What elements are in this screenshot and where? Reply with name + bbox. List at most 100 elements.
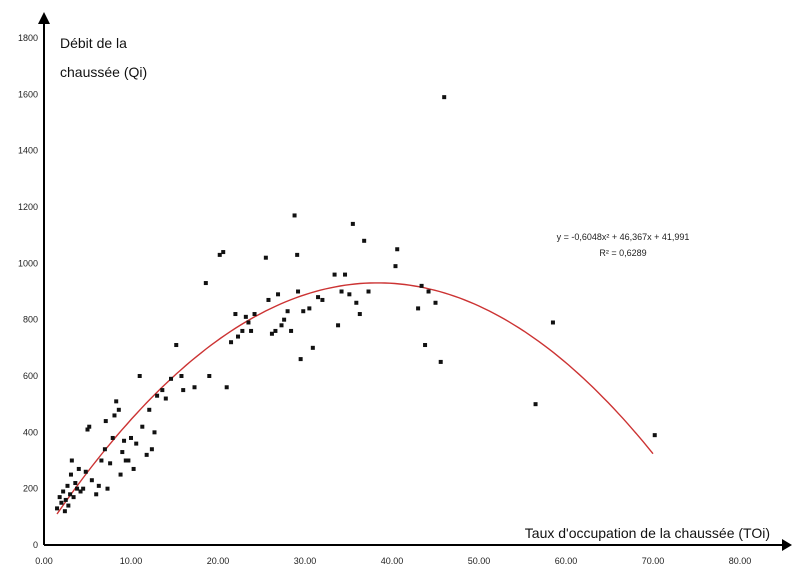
data-point (298, 357, 303, 362)
data-point (292, 213, 297, 218)
data-point (416, 306, 421, 311)
data-point (78, 489, 83, 494)
data-point (137, 374, 142, 378)
data-point (94, 492, 99, 497)
data-point (652, 433, 657, 438)
x-tick-label: 40.00 (381, 556, 404, 566)
data-point (347, 292, 352, 297)
data-point (207, 374, 212, 378)
x-tick-label: 60.00 (555, 556, 578, 566)
data-point (438, 359, 443, 364)
data-point (105, 486, 110, 491)
data-point (350, 221, 355, 226)
data-point (336, 323, 341, 328)
data-point (169, 376, 174, 381)
data-point (129, 435, 133, 440)
trendline-r-squared: R² = 0,6289 (599, 248, 646, 258)
data-point (155, 393, 160, 398)
data-point (69, 458, 74, 463)
data-point (285, 309, 290, 314)
x-tick-label: 50.00 (468, 556, 491, 566)
data-point (59, 500, 64, 505)
data-point (276, 292, 281, 297)
data-point (68, 492, 73, 497)
data-point (179, 374, 184, 378)
data-point (307, 306, 312, 311)
data-point (419, 283, 424, 288)
data-point (252, 312, 257, 317)
data-point (85, 427, 90, 432)
y-tick-label: 1800 (18, 33, 38, 43)
x-tick-label: 80.00 (729, 556, 752, 566)
data-point (57, 495, 62, 500)
data-point (339, 289, 344, 294)
data-point (279, 323, 284, 328)
data-point (120, 450, 125, 455)
data-point (550, 320, 555, 325)
data-point (316, 295, 321, 300)
data-point (533, 402, 538, 407)
data-point (65, 483, 70, 488)
data-point (61, 489, 66, 494)
data-point (301, 309, 306, 314)
data-point (152, 430, 157, 435)
data-point (362, 238, 367, 243)
data-point (75, 486, 80, 491)
data-point (243, 314, 248, 319)
x-tick-label: 30.00 (294, 556, 317, 566)
data-point (246, 320, 251, 325)
data-point (123, 458, 128, 463)
data-point (240, 328, 245, 333)
x-axis-title: Taux d'occupation de la chaussée (TOi) (525, 525, 770, 541)
data-point (83, 469, 88, 474)
x-tick-label: 70.00 (642, 556, 665, 566)
y-tick-label: 1000 (18, 258, 38, 268)
y-axis-title-line-2: chaussée (Qi) (60, 64, 147, 80)
data-point (263, 255, 268, 260)
data-point (103, 419, 108, 424)
y-tick-label: 1200 (18, 202, 38, 212)
data-point (393, 264, 398, 269)
data-points (55, 95, 657, 514)
data-point (131, 466, 136, 471)
data-point (229, 340, 234, 345)
data-point (442, 95, 447, 100)
axes (38, 12, 792, 551)
data-point (174, 343, 179, 348)
x-axis-arrow (782, 539, 792, 551)
data-point (236, 334, 241, 339)
data-point (221, 250, 226, 255)
data-point (68, 472, 73, 477)
data-point (181, 388, 186, 393)
data-point (114, 399, 119, 404)
data-point (296, 289, 301, 294)
trendline (56, 282, 654, 515)
y-tick-label: 0 (33, 540, 38, 550)
data-point (357, 312, 362, 317)
data-point (140, 424, 145, 429)
y-tick-label: 200 (23, 484, 38, 494)
y-tick-label: 400 (23, 427, 38, 437)
data-point (395, 247, 400, 252)
data-point (295, 252, 300, 257)
data-point (116, 407, 121, 412)
data-point (89, 478, 94, 483)
data-point (332, 272, 337, 277)
data-point (110, 435, 115, 440)
data-point (433, 300, 438, 305)
data-point (273, 328, 278, 333)
data-point (149, 447, 154, 452)
data-point (147, 407, 152, 412)
x-tick-label: 0.00 (35, 556, 53, 566)
x-tick-label: 20.00 (207, 556, 230, 566)
y-tick-label: 1400 (18, 146, 38, 156)
x-tick-labels: 0.00 10.00 20.00 30.00 40.00 50.00 60.00 70.00 8… (35, 556, 751, 566)
y-axis-title-line-1: Débit de la (60, 35, 127, 51)
data-point (217, 252, 222, 257)
data-point (76, 466, 81, 471)
data-point (192, 385, 197, 390)
data-point (249, 328, 254, 333)
data-point (96, 483, 101, 488)
data-point (102, 447, 107, 452)
